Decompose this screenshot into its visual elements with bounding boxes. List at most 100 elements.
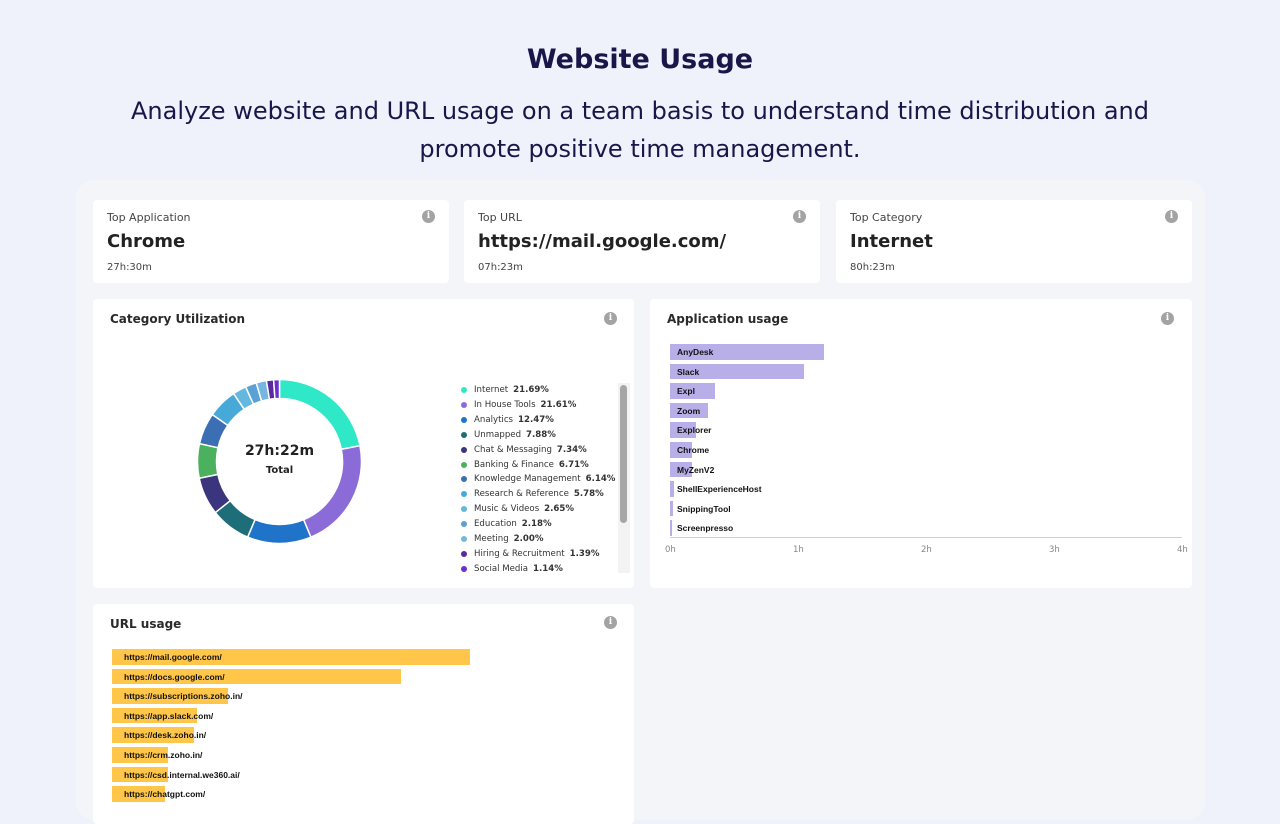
url-bar-label: https://chatgpt.com/ xyxy=(124,789,206,800)
app-bar[interactable] xyxy=(670,442,692,458)
legend-value: 6.14% xyxy=(585,474,616,485)
legend-item[interactable]: Internet 21.69% xyxy=(461,383,615,398)
category-legend: Internet 21.69% In House Tools 21.61% Analyt… xyxy=(461,383,615,576)
legend-item[interactable]: Hiring & Recruitment 1.39% xyxy=(461,546,615,561)
app-bar-label: Explorer xyxy=(677,425,712,436)
category-utilization-title: Category Utilization xyxy=(110,312,246,326)
application-usage-chart: AnyDesk Slack Expl Zoom Explorer Chrome MyZenV… xyxy=(650,299,1192,588)
x-axis-tick: 1h xyxy=(793,545,804,555)
top-application-label: Top Application xyxy=(107,211,191,224)
url-bar-label: https://app.slack.com/ xyxy=(124,710,214,721)
top-url-time: 07h:23m xyxy=(478,262,523,273)
app-bar-label: Screenpresso xyxy=(677,523,734,534)
legend-scrollbar[interactable] xyxy=(618,383,630,573)
legend-value: 5.78% xyxy=(573,489,604,500)
x-axis-tick: 4h xyxy=(1177,545,1188,555)
app-bar-label: SnippingTool xyxy=(677,503,731,514)
top-application-time: 27h:30m xyxy=(107,262,152,273)
url-bar[interactable] xyxy=(112,727,195,743)
legend-label: Hiring & Recruitment xyxy=(474,548,565,559)
category-utilization-card: Category Utilization i 27h:22m Total Int… xyxy=(93,299,634,588)
legend-value: 6.71% xyxy=(558,459,589,470)
url-bar[interactable] xyxy=(112,747,168,763)
page-title: Website Usage xyxy=(526,44,754,75)
legend-item[interactable]: Meeting 2.00% xyxy=(461,531,615,546)
app-bar[interactable] xyxy=(670,344,824,360)
legend-value: 2.65% xyxy=(544,504,574,515)
app-bar[interactable] xyxy=(670,461,692,478)
app-bar[interactable] xyxy=(670,402,709,419)
donut-slice[interactable] xyxy=(272,378,281,400)
legend-label: Research & Reference xyxy=(474,489,569,500)
app-bar[interactable] xyxy=(670,383,715,399)
legend-dot xyxy=(461,446,467,453)
legend-label: Internet xyxy=(474,385,509,396)
app-bar[interactable] xyxy=(670,500,673,517)
url-bar[interactable] xyxy=(112,668,401,685)
x-axis-tick: 2h xyxy=(921,545,932,555)
app-bar[interactable] xyxy=(670,520,672,536)
top-category-label: Top Category xyxy=(850,211,923,224)
url-bar[interactable] xyxy=(112,688,229,704)
legend-dot xyxy=(461,402,467,409)
url-bar-label: https://docs.google.com/ xyxy=(124,671,225,682)
top-url-label: Top URL xyxy=(478,211,522,224)
legend-label: Knowledge Management xyxy=(474,474,581,485)
dashboard-panel: Top Application i Chrome 27h:30m Top URL… xyxy=(76,180,1205,824)
legend-dot xyxy=(461,521,467,528)
legend-item[interactable]: Social Media 1.14% xyxy=(461,561,615,576)
url-bar[interactable] xyxy=(112,649,470,665)
app-bar[interactable] xyxy=(670,481,674,497)
info-icon[interactable]: i xyxy=(604,312,617,325)
legend-label: Banking & Finance xyxy=(474,459,554,470)
legend-dot xyxy=(461,476,467,483)
legend-item[interactable]: In House Tools 21.61% xyxy=(461,398,615,413)
url-bar[interactable] xyxy=(112,707,197,724)
url-bar[interactable] xyxy=(112,786,166,802)
legend-item[interactable]: Banking & Finance 6.71% xyxy=(461,457,615,472)
info-icon[interactable]: i xyxy=(604,616,617,629)
app-bar-label: ShellExperienceHost xyxy=(677,484,762,495)
app-bar[interactable] xyxy=(670,363,805,380)
legend-dot xyxy=(461,461,467,468)
top-application-card: Top Application i Chrome 27h:30m xyxy=(93,200,449,283)
legend-item[interactable]: Analytics 12.47% xyxy=(461,413,615,428)
legend-dot xyxy=(461,550,467,557)
legend-dot xyxy=(461,491,467,498)
application-usage-title: Application usage xyxy=(667,312,789,326)
info-icon[interactable]: i xyxy=(1165,210,1178,223)
info-icon[interactable]: i xyxy=(1161,312,1174,325)
x-axis-tick: 0h xyxy=(665,545,676,555)
url-bar[interactable] xyxy=(112,766,168,783)
legend-label: Meeting xyxy=(474,533,509,544)
info-icon[interactable]: i xyxy=(422,210,435,223)
legend-dot xyxy=(461,431,467,438)
legend-label: Education xyxy=(474,519,517,530)
app-bar-label: Expl xyxy=(677,386,695,397)
legend-scrollbar-thumb[interactable] xyxy=(620,385,627,523)
info-icon[interactable]: i xyxy=(793,210,806,223)
app-bar-label: Zoom xyxy=(677,405,701,416)
legend-item[interactable]: Unmapped 7.88% xyxy=(461,428,615,443)
legend-dot xyxy=(461,565,467,572)
legend-item[interactable]: Research & Reference 5.78% xyxy=(461,487,615,502)
url-bar-label: https://subscriptions.zoho.in/ xyxy=(124,691,243,702)
top-category-value: Internet xyxy=(850,231,933,252)
url-bar-label: https://crm.zoho.in/ xyxy=(124,750,203,760)
legend-item[interactable]: Chat & Messaging 7.34% xyxy=(461,442,615,457)
url-usage-title: URL usage xyxy=(110,617,182,631)
top-category-card: Top Category i Internet 80h:23m xyxy=(836,200,1192,283)
legend-item[interactable]: Music & Videos 2.65% xyxy=(461,502,615,517)
top-application-value: Chrome xyxy=(107,231,186,252)
legend-dot xyxy=(461,387,467,394)
legend-item[interactable]: Education 2.18% xyxy=(461,517,615,532)
donut-chart xyxy=(196,378,363,545)
page-subtitle: Analyze website and URL usage on a team … xyxy=(131,97,1149,163)
legend-label: Unmapped xyxy=(474,429,522,440)
url-bar-label: https://csd.internal.we360.ai/ xyxy=(124,769,240,780)
app-bar[interactable] xyxy=(670,422,696,438)
legend-value: 12.47% xyxy=(518,415,554,426)
app-bar-label: AnyDesk xyxy=(677,347,714,357)
legend-item[interactable]: Knowledge Management 6.14% xyxy=(461,472,615,487)
x-axis-tick: 3h xyxy=(1049,545,1060,555)
